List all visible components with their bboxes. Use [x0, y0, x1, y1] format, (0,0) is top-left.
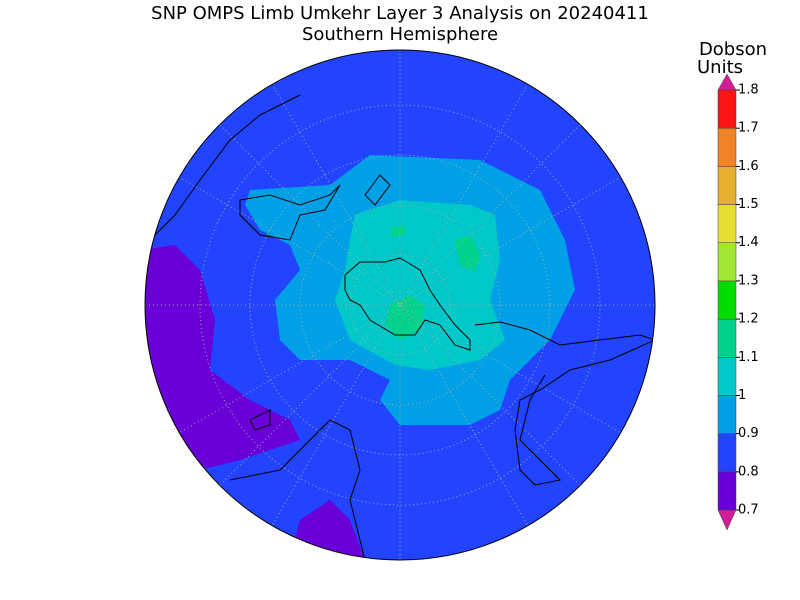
colorbar-tick-label: 0.8	[738, 464, 759, 479]
colorbar-tick-label: 0.9	[738, 426, 759, 441]
graticule	[145, 50, 655, 560]
colorbar-under-arrow	[717, 509, 737, 531]
colorbar-label: Units	[697, 57, 743, 78]
colorbar-tick-label: 0.7	[738, 503, 759, 518]
subtitle: Southern Hemisphere	[302, 24, 498, 45]
colorbar-tick-label: 1.5	[738, 197, 759, 212]
colorbar-tick-label: 1.6	[738, 159, 759, 174]
map	[145, 50, 655, 560]
colorbar-box	[717, 280, 737, 320]
colorbar-tick-label: 1.2	[738, 312, 759, 327]
colorbar-box	[717, 204, 737, 243]
colorbar-box	[717, 357, 737, 396]
colorbar-box	[717, 318, 737, 358]
peak-region	[385, 295, 425, 340]
colorbar-box	[717, 395, 737, 434]
colorbar-box	[717, 127, 737, 167]
colorbar-box	[717, 433, 737, 473]
colorbar-box	[717, 166, 737, 205]
high-region	[335, 200, 505, 370]
colorbar-tick-label: 1	[738, 388, 746, 403]
low-region	[145, 245, 300, 470]
colorbar-box	[717, 471, 737, 511]
colorbar-label: Dobson	[699, 39, 767, 60]
colorbar-tick-label: 1.4	[738, 235, 759, 250]
colorbar-box	[717, 242, 737, 282]
coastlines	[149, 94, 655, 560]
title: SNP OMPS Limb Umkehr Layer 3 Analysis on…	[151, 3, 649, 24]
colorbar-tick-label: 1.7	[738, 121, 759, 136]
colorbar-tick-label: 1.1	[738, 350, 759, 365]
map-border	[144, 49, 656, 561]
colorbar-tick-label: 1.3	[738, 273, 759, 288]
colorbar-tick-label: 1.8	[738, 83, 759, 98]
peak-region	[390, 225, 405, 237]
colorbar-box	[717, 89, 737, 129]
